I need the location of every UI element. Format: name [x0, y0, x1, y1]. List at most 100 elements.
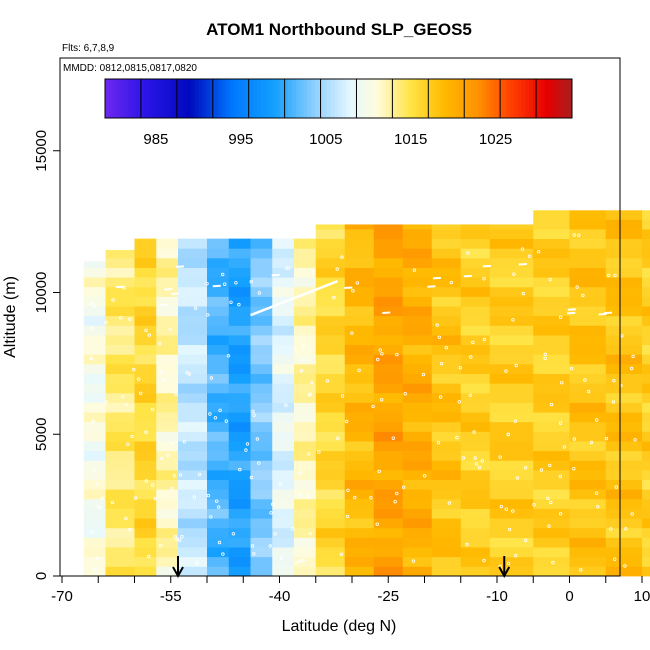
heat-cell: [402, 402, 433, 413]
heat-cell: [533, 315, 570, 326]
heat-cell: [344, 354, 375, 365]
heat-cell: [315, 556, 346, 567]
heat-cell: [569, 267, 607, 278]
heat-cell: [431, 479, 462, 490]
heat-cell: [569, 315, 607, 326]
heat-cell: [83, 412, 106, 423]
observation-point: [393, 500, 397, 504]
heat-cell: [178, 267, 208, 278]
heat-cell: [315, 547, 346, 558]
observation-point: [345, 419, 349, 424]
flight-track-segment: [116, 285, 125, 289]
heat-cell: [373, 431, 404, 442]
observation-point: [471, 340, 475, 345]
heat-cell: [605, 498, 643, 509]
heat-cell: [373, 460, 404, 471]
observation-point: [520, 247, 525, 251]
heat-cell: [569, 469, 607, 481]
observation-point: [511, 318, 515, 322]
colorbar-segment: [303, 79, 308, 118]
heat-cell: [178, 556, 208, 567]
heat-cell: [460, 229, 491, 240]
observation-point: [297, 559, 302, 563]
heat-cell: [250, 460, 273, 471]
heat-cell: [134, 556, 157, 567]
observation-point: [119, 316, 123, 320]
heat-cell: [250, 325, 273, 336]
heat-cell: [294, 286, 317, 297]
observation-point: [224, 419, 228, 423]
observation-point: [226, 354, 231, 358]
colorbar-segment: [369, 79, 375, 118]
heat-cell: [83, 354, 106, 365]
heat-cell: [228, 441, 251, 452]
heat-cell: [533, 527, 570, 538]
heat-cell: [207, 363, 230, 374]
heat-cell: [315, 566, 346, 577]
heat-cell: [373, 248, 404, 259]
heat-cell: [156, 344, 179, 355]
heat-cell: [605, 441, 643, 452]
heat-cell: [642, 566, 650, 577]
heat-cell: [642, 248, 650, 259]
observation-point: [269, 511, 273, 515]
heat-cell: [533, 296, 570, 307]
heat-cell: [272, 412, 295, 423]
heat-cell: [489, 344, 534, 355]
colorbar-segment: [140, 79, 145, 118]
colorbar-segment: [237, 79, 242, 118]
observation-point: [193, 306, 198, 310]
colorbar-segment: [319, 79, 324, 118]
observation-point: [252, 413, 256, 417]
heat-cell: [489, 537, 534, 548]
heat-cell: [250, 363, 273, 374]
heat-cell: [431, 441, 462, 452]
colorbar-segment: [494, 79, 499, 118]
heat-cell: [315, 224, 346, 230]
heat-cell: [134, 238, 157, 249]
heat-cell: [569, 479, 607, 490]
colorbar-segment: [392, 79, 398, 118]
heat-cell: [373, 277, 404, 288]
observation-point: [514, 554, 518, 558]
heat-cell: [207, 277, 230, 288]
colorbar-segment: [533, 79, 538, 118]
heat-cell: [105, 402, 135, 413]
heat-cell: [402, 277, 433, 288]
heat-cell: [272, 489, 295, 500]
heat-cell: [460, 392, 491, 403]
heat-cell: [533, 325, 570, 336]
x-tick-label: -25: [377, 588, 399, 605]
heat-cell: [460, 479, 491, 490]
heat-cell: [373, 238, 404, 249]
heat-cell: [431, 267, 462, 278]
heat-cell: [431, 363, 462, 374]
heat-cell: [315, 402, 346, 413]
colorbar-segment: [190, 79, 196, 118]
heat-cell: [134, 547, 157, 558]
heat-cell: [228, 518, 251, 529]
heat-cell: [315, 257, 346, 268]
heat-cell: [228, 479, 251, 490]
heat-cell: [489, 238, 534, 249]
heat-cell: [315, 469, 346, 481]
heat-cell: [460, 315, 491, 326]
heat-cell: [250, 248, 273, 259]
heat-cell: [228, 527, 251, 538]
heat-cell: [207, 238, 230, 249]
heat-cell: [431, 277, 462, 288]
heat-cell: [642, 373, 650, 384]
observation-point: [169, 568, 173, 572]
heat-cell: [344, 315, 375, 326]
colorbar-segment: [147, 79, 153, 118]
observation-point: [575, 285, 579, 289]
heat-cell: [134, 460, 157, 471]
observation-point: [547, 524, 551, 528]
observation-point: [543, 356, 547, 361]
heat-cell: [344, 383, 375, 394]
heat-cell: [344, 518, 375, 529]
heat-cell: [373, 402, 404, 413]
heat-cell: [402, 238, 433, 249]
heat-cell: [569, 537, 607, 548]
heat-cell: [83, 566, 106, 577]
